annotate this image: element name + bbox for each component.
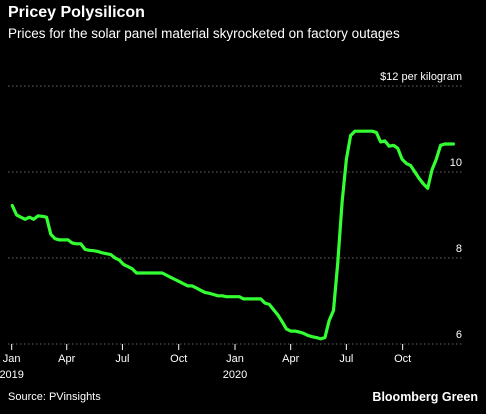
- x-tick-label-7: Oct: [394, 353, 411, 365]
- y-tick-label-6: 6: [456, 329, 462, 341]
- x-tick-year-label-0: 2019: [0, 369, 24, 381]
- x-tick-label-1: Apr: [58, 353, 75, 365]
- chart-subtitle: Prices for the solar panel material skyr…: [8, 26, 400, 41]
- y-axis-labels: 6 8 10 $12 per kilogram: [380, 71, 462, 341]
- x-tick-label-2: Jul: [115, 353, 129, 365]
- x-axis: Jan 2019 Apr Jul Oct Jan 2020 Apr Jul Oct: [0, 344, 411, 381]
- grid-lines: [8, 85, 462, 345]
- y-tick-label-10: 10: [450, 157, 462, 169]
- brand-logo-text: Bloomberg Green: [372, 390, 478, 404]
- chart-title: Pricey Polysilicon: [8, 4, 145, 21]
- x-tick-year-label-4: 2020: [223, 369, 247, 381]
- x-tick-label-4: Jan: [226, 353, 244, 365]
- x-tick-label-0: Jan: [3, 353, 21, 365]
- x-tick-label-6: Jul: [339, 353, 353, 365]
- series-layer: [10, 129, 455, 341]
- y-tick-label-8: 8: [456, 243, 462, 255]
- source-note: Source: PVinsights: [8, 391, 101, 403]
- price-line-series-0: [10, 129, 455, 341]
- x-tick-label-3: Oct: [170, 353, 187, 365]
- y-tick-label-12: $12 per kilogram: [380, 71, 462, 83]
- x-tick-label-5: Apr: [282, 353, 299, 365]
